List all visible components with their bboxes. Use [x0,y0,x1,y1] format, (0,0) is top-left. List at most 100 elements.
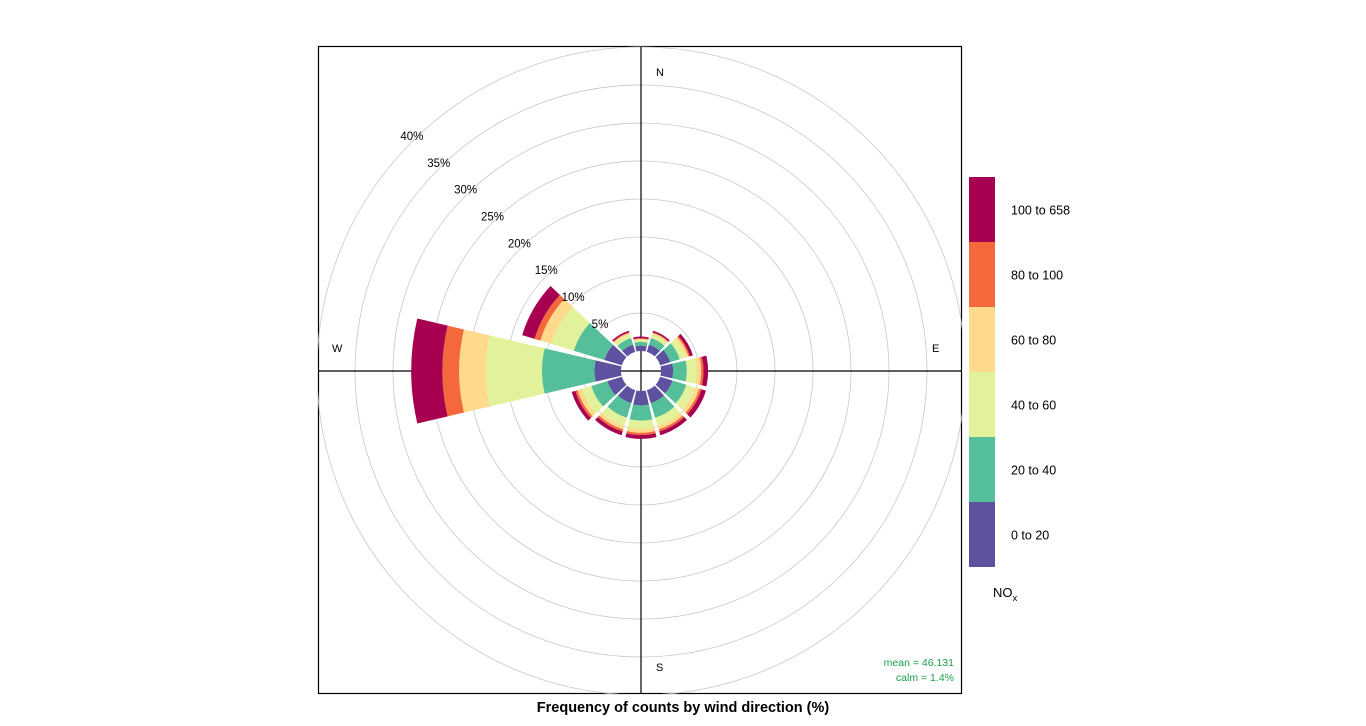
petal-segment-SSE-1 [650,395,675,418]
radial-tick-label-5: 5% [592,319,609,331]
petal-segment-SSW-3 [599,412,625,430]
petal-ENE [655,333,693,366]
petal-segment-ESE-0 [655,376,673,394]
petal-segment-WSW-4 [575,390,593,418]
petal-segment-S-5 [625,433,657,439]
compass-label-south: S [656,662,663,674]
legend-swatch-0 [969,177,995,242]
petal-segment-S-1 [629,404,653,421]
figure-caption: Frequency of counts by wind direction (%… [536,700,830,716]
legend-label-2: 60 to 80 [1011,334,1056,348]
petal-WSW [571,376,627,421]
petal-S [625,390,657,439]
petal-NNW [612,330,636,357]
petal-segment-WNW-3 [540,299,573,344]
petal-segment-SSE-0 [646,385,665,404]
legend-label-1: 80 to 100 [1011,269,1063,283]
petal-segment-NNW-1 [617,338,634,351]
mean-value-label: mean = 46.131 [884,657,955,669]
radial-tick-label-35: 35% [427,158,450,170]
petal-segment-SSW-4 [597,415,624,432]
compass-label-east: E [932,343,939,355]
petal-segment-ESE-3 [682,387,700,413]
petal-segment-ENE-0 [655,350,671,366]
petal-segment-NNE-1 [648,338,665,351]
legend-label-5: 0 to 20 [1011,529,1049,543]
statistics-annotation: mean = 46.131 calm = 1.4% [884,657,955,684]
petal-NNE [646,330,670,357]
petal-segment-WSW-3 [577,388,596,417]
petal-E [660,355,709,387]
petal-segment-S-2 [627,419,655,429]
radial-axis-labels: 5% 10% 15% 20% 25% 30% 35% 40% [400,131,608,331]
petal-segment-WNW-2 [551,306,590,351]
petal-segment-SSE-3 [657,412,683,430]
petal-segment-N-2 [633,339,649,343]
petal-segment-N-4 [633,338,649,340]
legend-swatch-2 [969,307,995,372]
radial-tick-label-25: 25% [481,212,504,224]
petal-SSW [595,385,636,436]
petal-segment-WSW-2 [581,386,604,414]
petal-segment-NNW-5 [612,330,630,342]
calm-value-label: calm = 1.4% [896,672,954,684]
petal-segment-NNW-2 [614,334,632,346]
petal-segment-ENE-4 [677,335,690,357]
petal-segment-ESE-4 [685,388,702,415]
petal-segment-E-1 [672,360,687,382]
petal-segment-ENE-2 [670,339,686,360]
radial-tick-label-10: 10% [562,292,585,304]
legend-swatch-1 [969,242,995,307]
petal-N [633,336,649,352]
petal-segment-WSW-5 [571,390,591,421]
radial-tick-label-15: 15% [535,265,558,277]
petal-segment-ENE-3 [674,337,689,358]
petal-segment-WSW-1 [591,381,616,407]
petal-segment-SSE-4 [658,415,685,432]
petal-segment-SSW-1 [607,395,632,418]
petal-segment-NNE-5 [652,330,670,342]
petal-segment-SSW-2 [601,406,627,426]
petal-segment-ESE-2 [675,384,696,410]
legend-label-3: 40 to 60 [1011,399,1056,413]
petal-segment-E-4 [699,356,704,386]
petal-segment-NNW-0 [622,344,636,357]
petal-segment-E-0 [660,363,674,379]
petal-segment-NNE-3 [652,332,669,344]
radial-tick-label-20: 20% [508,238,531,250]
petal-segment-WNW-4 [534,294,565,341]
petal-segment-ESE-5 [687,389,706,418]
petal-segment-W-5 [411,318,448,424]
petal-W [411,318,622,424]
petal-segment-NNE-4 [652,332,669,343]
legend-label-4: 20 to 40 [1011,464,1056,478]
petal-segment-W-1 [541,348,596,394]
legend-title: NOx [993,585,1018,604]
colour-legend: 100 to 658 80 to 100 60 to 80 40 to 60 20 to… [969,177,1070,604]
petal-segment-S-0 [633,390,649,406]
petal-segment-N-5 [633,336,649,339]
petal-ESE [655,376,706,418]
petal-segment-E-2 [685,358,697,384]
radial-tick-label-40: 40% [400,131,423,143]
petal-segment-NNW-4 [613,332,630,343]
petal-segment-W-0 [594,360,622,382]
petal-segment-NNE-2 [650,334,668,346]
compass-labels: N E S W [332,67,939,674]
compass-label-north: N [656,67,664,79]
petal-segment-SSW-0 [617,385,636,404]
petal-segment-SSE-5 [659,417,687,436]
petal-segment-N-1 [634,341,648,347]
radial-tick-label-30: 30% [454,185,477,197]
petal-segment-S-4 [626,431,656,436]
wind-rose-petals [411,286,709,439]
petal-segment-NNW-3 [613,332,630,344]
petal-segment-ENE-1 [663,343,680,363]
petal-segment-W-2 [485,335,545,407]
petal-segment-ESE-1 [664,380,687,404]
petal-segment-E-3 [695,357,702,385]
petal-segment-S-3 [626,427,656,433]
legend-swatch-5 [969,502,995,567]
petal-segment-WSW-0 [607,376,627,396]
